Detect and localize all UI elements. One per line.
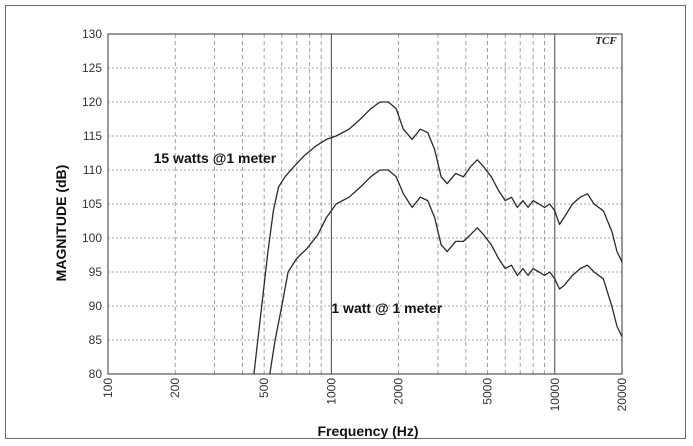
x-tick-labels: 100 200 500 1000 2000 5000 10000 20000 — [101, 378, 629, 412]
y-axis-title: MAGNITUDE (dB) — [53, 165, 69, 282]
y-tick-label: 105 — [82, 197, 102, 211]
y-tick-label: 85 — [89, 333, 103, 347]
manufacturer-logo: TCF — [595, 35, 617, 47]
x-tick-label: 100 — [101, 378, 115, 398]
series-annotation: 1 watt @ 1 meter — [331, 300, 442, 316]
y-tick-label: 100 — [82, 231, 102, 245]
y-tick-label: 80 — [89, 367, 103, 381]
x-tick-label: 20000 — [615, 378, 629, 412]
x-tick-label: 1000 — [324, 378, 338, 405]
x-tick-label: 200 — [168, 378, 182, 398]
y-tick-label: 130 — [82, 27, 102, 41]
x-tick-label: 10000 — [548, 378, 562, 412]
annotations: 15 watts @1 meter 1 watt @ 1 meter — [154, 150, 443, 316]
y-tick-label: 115 — [83, 129, 102, 143]
y-tick-label: 120 — [82, 95, 102, 109]
x-tick-label: 5000 — [481, 378, 495, 405]
y-tick-label: 125 — [82, 61, 102, 75]
x-axis-title: Frequency (Hz) — [317, 423, 418, 439]
series-annotation: 15 watts @1 meter — [154, 150, 277, 166]
series-line-2 — [269, 169, 623, 375]
chart-frame — [5, 5, 686, 439]
y-tick-label: 90 — [89, 299, 103, 313]
x-tick-label: 500 — [257, 378, 271, 398]
minor-gridlines — [108, 34, 622, 374]
x-tick-label: 2000 — [392, 378, 406, 405]
series-layer — [253, 101, 623, 375]
y-tick-labels: 80 85 90 95 100 105 110 115 120 125 130 — [82, 27, 102, 381]
plot-area-border — [107, 33, 623, 375]
y-tick-label: 110 — [83, 163, 102, 177]
y-tick-label: 95 — [89, 265, 103, 279]
series-line-1 — [253, 101, 623, 375]
major-gridlines — [330, 34, 556, 374]
